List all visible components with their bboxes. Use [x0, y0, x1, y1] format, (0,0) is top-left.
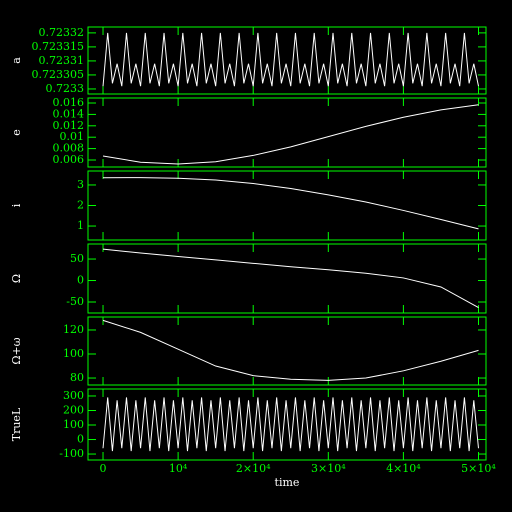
- y-tick-label: 300: [63, 389, 84, 402]
- y-axis-label: TrueL: [10, 407, 23, 441]
- y-axis-label: Ω: [10, 274, 23, 283]
- y-tick-label: 0.008: [53, 142, 85, 155]
- panel-frame: [87, 170, 487, 241]
- x-tick-label: 5×10⁴: [461, 462, 496, 475]
- y-tick-label: 0: [77, 433, 84, 446]
- y-tick-label: 0.006: [53, 153, 85, 166]
- y-tick-label: 0.7233: [46, 82, 85, 95]
- data-line: [102, 397, 479, 452]
- y-tick-label: 1: [77, 219, 84, 232]
- data-line: [103, 177, 479, 230]
- y-tick-label: 0.72331: [39, 54, 85, 67]
- y-axis-label: i: [10, 203, 23, 207]
- data-line: [102, 104, 479, 165]
- data-line: [102, 32, 479, 87]
- y-tick-label: 3: [77, 178, 84, 191]
- y-axis-label: e: [10, 129, 23, 136]
- data-line: [102, 248, 479, 309]
- y-tick-label: 100: [63, 418, 84, 431]
- y-tick-label: 0.01: [60, 130, 85, 143]
- y-tick-label: -50: [66, 295, 84, 308]
- y-tick-label: 0.723305: [32, 68, 85, 81]
- y-axis-label: Ω+ω: [10, 337, 23, 364]
- y-tick-label: 2: [77, 199, 84, 212]
- y-tick-label: 0.723315: [32, 40, 85, 53]
- y-tick-label: 80: [70, 371, 84, 384]
- y-tick-label: 0: [77, 274, 84, 287]
- panel-frame: [87, 97, 487, 168]
- y-tick-label: 100: [63, 347, 84, 360]
- y-tick-label: -100: [59, 447, 84, 460]
- x-tick-label: 0: [100, 462, 107, 475]
- data-line: [102, 319, 479, 381]
- x-tick-label: 4×10⁴: [386, 462, 421, 475]
- y-tick-label: 0.012: [53, 119, 85, 132]
- x-tick-label: 10⁴: [169, 462, 188, 475]
- panel-frame: [87, 243, 487, 314]
- y-tick-label: 120: [63, 323, 84, 336]
- y-tick-label: 0.72332: [39, 26, 85, 39]
- panel-frame: [87, 388, 487, 461]
- panel-frame: [87, 316, 487, 386]
- x-tick-label: 2×10⁴: [236, 462, 271, 475]
- y-tick-label: 0.016: [53, 96, 85, 109]
- x-axis-label: time: [275, 476, 300, 489]
- y-axis-label: a: [10, 57, 23, 64]
- y-tick-label: 200: [63, 403, 84, 416]
- x-tick-label: 3×10⁴: [311, 462, 346, 475]
- y-tick-label: 0.014: [53, 107, 85, 120]
- y-tick-label: 50: [70, 252, 84, 265]
